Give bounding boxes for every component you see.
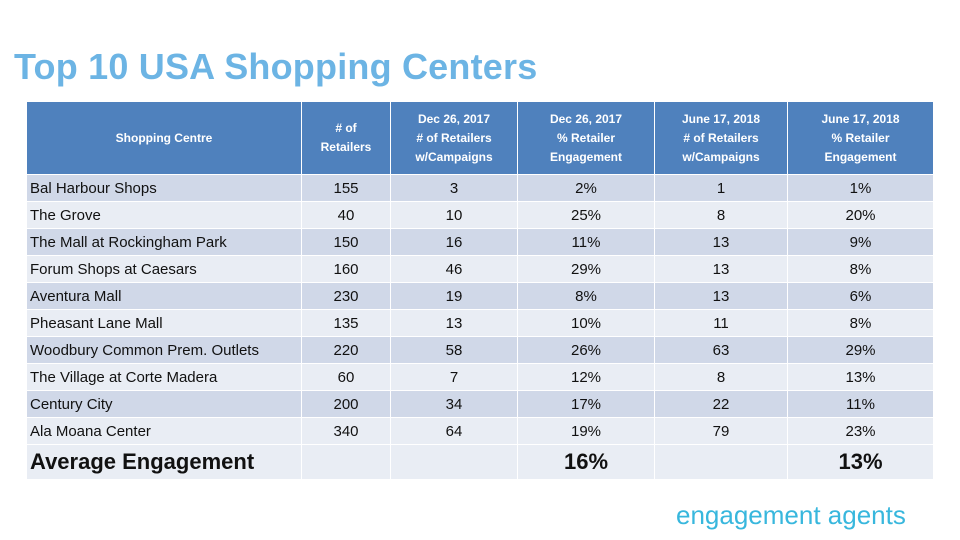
cell-retailers: 40	[301, 201, 391, 229]
cell-dec-campaigns: 58	[390, 336, 518, 364]
cell-retailers: 200	[301, 390, 391, 418]
cell-dec-engagement: 26%	[517, 336, 655, 364]
table-row: Woodbury Common Prem. Outlets 220 58 26% 63 2…	[26, 336, 934, 364]
cell-dec-engagement: 8%	[517, 282, 655, 310]
shopping-centers-table: Shopping Centre # of Retailers Dec 26, 2…	[26, 101, 934, 480]
cell-jun-engagement: 13%	[787, 363, 934, 391]
header-jun-campaigns: June 17, 2018 # of Retailers w/Campaigns	[654, 101, 788, 175]
cell-jun-campaigns: 22	[654, 390, 788, 418]
cell-jun-campaigns: 13	[654, 282, 788, 310]
cell-jun-campaigns: 79	[654, 417, 788, 445]
cell-dec-campaigns: 3	[390, 174, 518, 202]
cell-dec-engagement: 10%	[517, 309, 655, 337]
cell-name: Woodbury Common Prem. Outlets	[26, 336, 302, 364]
average-cell-jun-campaigns	[654, 444, 788, 480]
table-row: Forum Shops at Caesars 160 46 29% 13 8%	[26, 255, 934, 283]
cell-dec-engagement: 12%	[517, 363, 655, 391]
cell-retailers: 160	[301, 255, 391, 283]
cell-dec-engagement: 25%	[517, 201, 655, 229]
cell-jun-campaigns: 13	[654, 228, 788, 256]
cell-dec-campaigns: 34	[390, 390, 518, 418]
table-row: Ala Moana Center 340 64 19% 79 23%	[26, 417, 934, 445]
cell-jun-engagement: 8%	[787, 255, 934, 283]
cell-dec-campaigns: 7	[390, 363, 518, 391]
cell-name: The Mall at Rockingham Park	[26, 228, 302, 256]
brand-logo-text: engagement agents	[676, 500, 906, 530]
table-header-row: Shopping Centre # of Retailers Dec 26, 2…	[26, 101, 934, 175]
cell-name: Bal Harbour Shops	[26, 174, 302, 202]
cell-retailers: 155	[301, 174, 391, 202]
cell-retailers: 60	[301, 363, 391, 391]
header-num-retailers: # of Retailers	[301, 101, 391, 175]
cell-jun-campaigns: 11	[654, 309, 788, 337]
header-dec-campaigns: Dec 26, 2017 # of Retailers w/Campaigns	[390, 101, 518, 175]
cell-dec-campaigns: 46	[390, 255, 518, 283]
average-label: Average Engagement	[26, 444, 302, 480]
average-cell-dec-campaigns	[390, 444, 518, 480]
cell-dec-engagement: 17%	[517, 390, 655, 418]
cell-dec-engagement: 19%	[517, 417, 655, 445]
average-cell-dec-engagement: 16%	[517, 444, 655, 480]
cell-dec-engagement: 2%	[517, 174, 655, 202]
header-jun-engagement: June 17, 2018 % Retailer Engagement	[787, 101, 934, 175]
cell-jun-engagement: 23%	[787, 417, 934, 445]
cell-retailers: 340	[301, 417, 391, 445]
cell-jun-campaigns: 8	[654, 363, 788, 391]
cell-jun-campaigns: 63	[654, 336, 788, 364]
cell-dec-campaigns: 19	[390, 282, 518, 310]
table-row: Century City 200 34 17% 22 11%	[26, 390, 934, 418]
cell-retailers: 230	[301, 282, 391, 310]
cell-name: The Village at Corte Madera	[26, 363, 302, 391]
table-row: Aventura Mall 230 19 8% 13 6%	[26, 282, 934, 310]
cell-dec-campaigns: 64	[390, 417, 518, 445]
cell-dec-campaigns: 13	[390, 309, 518, 337]
average-cell-jun-engagement: 13%	[787, 444, 934, 480]
cell-jun-campaigns: 13	[654, 255, 788, 283]
cell-dec-engagement: 11%	[517, 228, 655, 256]
cell-jun-engagement: 1%	[787, 174, 934, 202]
cell-jun-engagement: 11%	[787, 390, 934, 418]
cell-name: Aventura Mall	[26, 282, 302, 310]
cell-jun-campaigns: 8	[654, 201, 788, 229]
table-row: Bal Harbour Shops 155 3 2% 1 1%	[26, 174, 934, 202]
table-row: The Mall at Rockingham Park 150 16 11% 13 9%	[26, 228, 934, 256]
cell-dec-engagement: 29%	[517, 255, 655, 283]
cell-name: Forum Shops at Caesars	[26, 255, 302, 283]
cell-jun-engagement: 8%	[787, 309, 934, 337]
table-row: Pheasant Lane Mall 135 13 10% 11 8%	[26, 309, 934, 337]
cell-jun-engagement: 29%	[787, 336, 934, 364]
cell-jun-engagement: 9%	[787, 228, 934, 256]
cell-jun-engagement: 20%	[787, 201, 934, 229]
cell-name: Ala Moana Center	[26, 417, 302, 445]
table-row: The Village at Corte Madera 60 7 12% 8 13%	[26, 363, 934, 391]
cell-jun-campaigns: 1	[654, 174, 788, 202]
cell-jun-engagement: 6%	[787, 282, 934, 310]
cell-dec-campaigns: 10	[390, 201, 518, 229]
page-title: Top 10 USA Shopping Centers	[14, 46, 538, 87]
average-row: Average Engagement 16% 13%	[26, 444, 934, 480]
cell-name: Pheasant Lane Mall	[26, 309, 302, 337]
cell-dec-campaigns: 16	[390, 228, 518, 256]
cell-name: The Grove	[26, 201, 302, 229]
header-shopping-centre: Shopping Centre	[26, 101, 302, 175]
cell-name: Century City	[26, 390, 302, 418]
header-dec-engagement: Dec 26, 2017 % Retailer Engagement	[517, 101, 655, 175]
cell-retailers: 220	[301, 336, 391, 364]
average-cell-retailers	[301, 444, 391, 480]
table-row: The Grove 40 10 25% 8 20%	[26, 201, 934, 229]
cell-retailers: 150	[301, 228, 391, 256]
cell-retailers: 135	[301, 309, 391, 337]
